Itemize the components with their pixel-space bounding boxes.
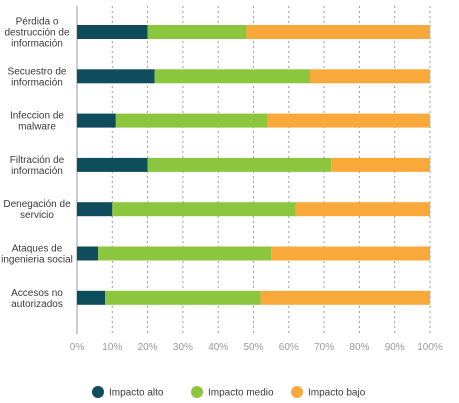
legend-marker	[291, 386, 303, 398]
bar-segment	[77, 202, 113, 217]
x-tick-label: 20%	[138, 342, 158, 353]
bar-segment	[271, 246, 430, 261]
x-tick-label: 40%	[208, 342, 228, 353]
category-label-line: Accesos no	[11, 288, 63, 299]
legend-marker	[92, 386, 104, 398]
category-label-line: destrucción de	[4, 28, 69, 39]
category-label-line: Filtración de	[10, 155, 65, 166]
bar-segment	[260, 290, 430, 305]
x-axis-ticks: 0% 10% 20% 30% 40% 50% 60% 70% 80% 90% 100%	[70, 342, 443, 353]
x-tick-label: 70%	[314, 342, 334, 353]
bar-segment	[115, 113, 268, 128]
x-tick-label: 60%	[279, 342, 299, 353]
legend: Impacto alto Impacto medio Impacto bajo	[92, 386, 366, 399]
category-labels: Pérdida o destrucción de informaciónSecues…	[1, 17, 73, 310]
category-label: Denegación de servicio	[3, 199, 71, 221]
bar-segment	[112, 202, 296, 217]
category-label-line: información	[11, 77, 63, 88]
bar-segment	[331, 157, 430, 172]
bar-segment	[154, 69, 310, 84]
category-label-line: Secuestro de	[8, 66, 67, 77]
category-label-line: Pérdida o	[16, 17, 59, 28]
category-label: Ataques de ingenieria social	[1, 244, 73, 266]
bar-segment	[105, 290, 261, 305]
category-label: Accesos no autorizados	[11, 288, 63, 310]
category-label-line: servicio	[20, 210, 54, 221]
x-tick-label: 80%	[349, 342, 369, 353]
category-label: Secuestro de información	[8, 66, 67, 88]
category-label-line: malware	[18, 122, 56, 133]
bar-segment	[77, 113, 116, 128]
bars	[77, 25, 430, 305]
category-label-line: Infeccion de	[10, 111, 64, 122]
legend-label: Impacto alto	[109, 388, 164, 399]
category-label-line: Ataques de	[12, 244, 63, 255]
category-label-line: autorizados	[11, 299, 63, 310]
bar-segment	[77, 69, 155, 84]
x-tick-label: 0%	[70, 342, 85, 353]
bar-segment	[77, 25, 148, 39]
bar-segment	[309, 69, 430, 84]
category-label: Pérdida o destrucción de información	[4, 17, 69, 50]
bar-segment	[77, 246, 99, 261]
x-tick-label: 100%	[417, 342, 443, 353]
legend-marker	[191, 386, 203, 398]
legend-label: Impacto medio	[208, 388, 274, 399]
x-tick-label: 10%	[102, 342, 122, 353]
bar-segment	[267, 113, 430, 128]
legend-label: Impacto bajo	[308, 388, 366, 399]
bar-segment	[77, 157, 148, 172]
category-label-line: información	[11, 39, 63, 50]
bar-segment	[77, 290, 106, 305]
category-label-line: información	[11, 166, 63, 177]
bar-segment	[147, 157, 332, 172]
category-label: Filtración de información	[10, 155, 65, 177]
x-tick-label: 90%	[385, 342, 405, 353]
bar-segment	[98, 246, 272, 261]
bar-segment	[147, 25, 247, 39]
category-label-line: Denegación de	[3, 199, 71, 210]
bar-segment	[295, 202, 430, 217]
category-label: Infeccion de malware	[10, 111, 64, 133]
bar-segment	[246, 25, 430, 39]
x-tick-label: 50%	[243, 342, 263, 353]
x-tick-label: 30%	[173, 342, 193, 353]
category-label-line: ingenieria social	[1, 255, 73, 266]
